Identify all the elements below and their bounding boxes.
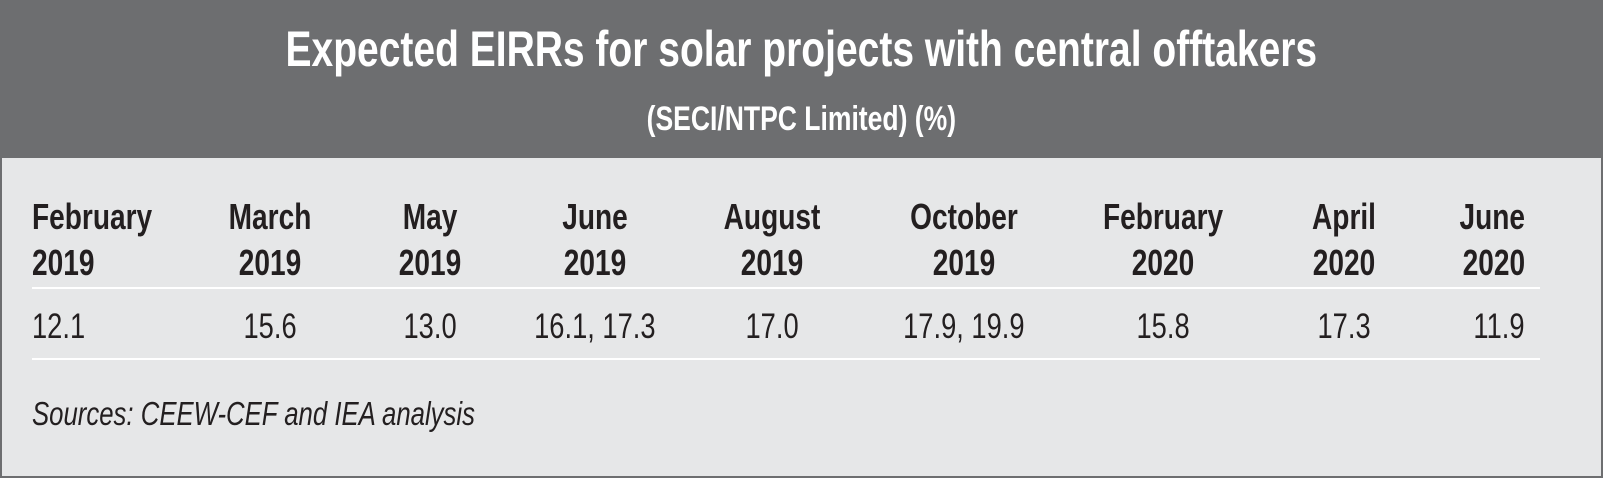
value-cell: 17.0 [662,307,882,347]
column-header: August 2019 [662,194,882,286]
header-banner: Expected EIRRs for solar projects with c… [2,2,1601,158]
value-cell: 17.3 [1234,307,1454,347]
bottom-divider [32,358,1540,360]
header-year: 2020 [1131,242,1195,283]
column-header: February 2019 [32,194,252,286]
value-cell: 17.9, 19.9 [854,307,1074,347]
value-cell: 12.1 [32,307,252,347]
eirr-value: 15.6 [243,307,297,346]
header-month: May [402,196,458,237]
eirr-value: 11.9 [1473,307,1525,346]
header-month: August [723,196,821,237]
header-year: 2019 [740,242,804,283]
header-year: 2019 [398,242,462,283]
header-month: February [32,196,153,237]
header-month: June [1459,196,1525,237]
header-month: February [1102,196,1224,237]
column-header: April 2020 [1234,194,1454,286]
table-subtitle: (SECI/NTPC Limited) (%) [646,100,957,138]
eirr-value: 17.0 [745,307,799,346]
column-header: June 2020 [1305,194,1525,286]
eirr-value: 13.0 [403,307,457,346]
column-header: February 2020 [1053,194,1273,286]
header-month: March [228,196,312,237]
eirr-value: 17.9, 19.9 [903,307,1025,346]
eirr-value: 12.1 [32,307,86,346]
table-title: Expected EIRRs for solar projects with c… [285,21,1318,77]
header-month: April [1312,196,1376,237]
header-month: June [562,196,628,237]
eirr-value: 17.3 [1317,307,1371,346]
source-note: Sources: CEEW-CEF and IEA analysis [32,395,476,432]
value-cell: 16.1, 17.3 [485,307,705,347]
header-year: 2019 [932,242,996,283]
value-cell: 11.9 [1305,307,1525,347]
column-header: March 2019 [160,194,380,286]
eirr-value: 16.1, 17.3 [534,307,656,346]
value-cell: 15.8 [1053,307,1273,347]
column-header: October 2019 [854,194,1074,286]
header-year: 2020 [1462,242,1525,283]
value-cell: 15.6 [160,307,380,347]
header-year: 2019 [563,242,627,283]
value-cell: 13.0 [320,307,540,347]
header-year: 2020 [1312,242,1376,283]
eirr-value: 15.8 [1136,307,1190,346]
column-header: June 2019 [485,194,705,286]
header-month: October [910,196,1018,237]
header-year: 2019 [238,242,302,283]
header-year: 2019 [32,242,95,283]
header-divider [32,287,1540,289]
column-header: May 2019 [320,194,540,286]
